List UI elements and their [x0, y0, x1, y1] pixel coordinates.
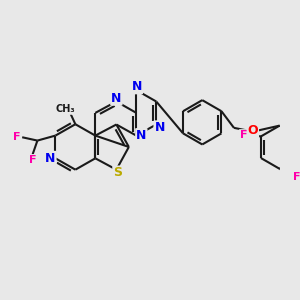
Text: S: S — [113, 167, 122, 179]
Text: N: N — [45, 152, 56, 165]
Text: N: N — [154, 121, 165, 134]
Text: F: F — [240, 130, 247, 140]
Text: F: F — [14, 132, 21, 142]
Text: O: O — [248, 124, 258, 137]
Text: N: N — [132, 80, 142, 93]
Text: F: F — [293, 172, 300, 182]
Text: N: N — [136, 129, 146, 142]
Text: F: F — [29, 155, 36, 165]
Text: CH₃: CH₃ — [56, 104, 76, 114]
Text: N: N — [111, 92, 122, 105]
